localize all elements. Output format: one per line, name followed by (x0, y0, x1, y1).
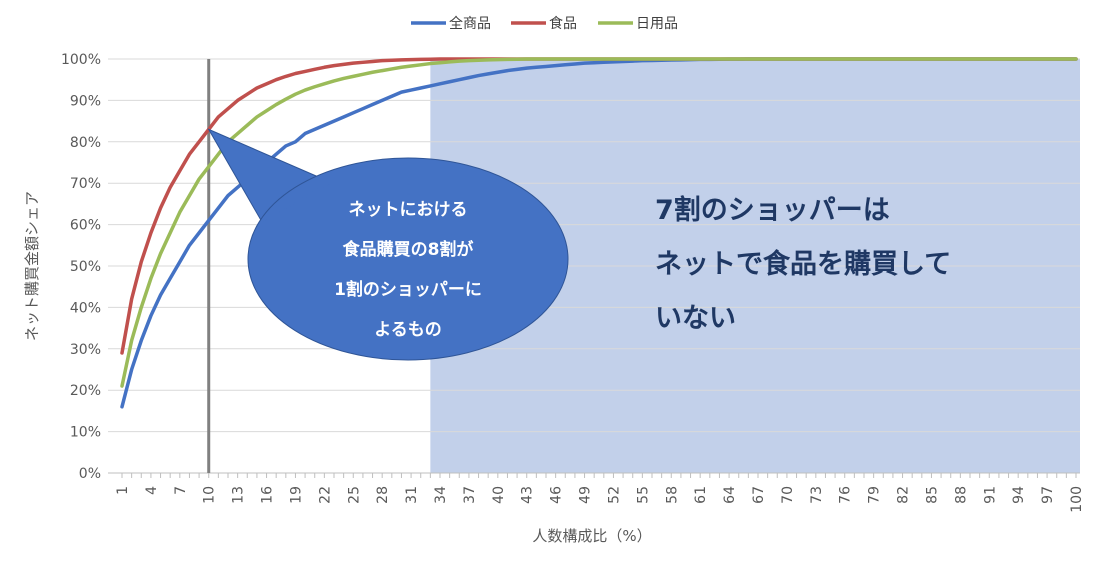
y-tick-label: 50% (70, 259, 101, 275)
y-axis-title: ネット購買金額シェア (23, 191, 41, 341)
x-tick-label: 34 (433, 486, 449, 504)
x-tick-label: 37 (462, 486, 478, 504)
callout-seam (263, 184, 330, 222)
x-tick-label: 64 (722, 486, 738, 504)
callout-text-line: よるもの (374, 320, 442, 340)
y-tick-label: 30% (70, 342, 101, 358)
x-tick-label: 70 (780, 486, 796, 504)
y-tick-label: 80% (70, 135, 101, 151)
annotation-text-line: ネットで食品を購買して (655, 248, 951, 280)
x-tick-label: 88 (953, 486, 969, 504)
x-tick-label: 1 (115, 486, 131, 495)
callout-text-line: 食品購買の8割が (343, 239, 474, 260)
x-tick-label: 22 (317, 486, 333, 504)
x-tick-label: 100 (1069, 486, 1085, 513)
y-tick-label: 90% (70, 93, 101, 109)
legend-label: 全商品 (449, 15, 491, 32)
x-tick-label: 7 (173, 486, 189, 495)
x-tick-label: 49 (578, 486, 594, 504)
y-tick-label: 10% (70, 425, 101, 441)
x-tick-label: 10 (202, 486, 218, 504)
annotation-text-line: いない (655, 303, 736, 334)
y-tick-label: 100% (61, 52, 101, 68)
x-tick-label: 91 (982, 486, 998, 504)
x-tick-label: 46 (549, 486, 565, 504)
legend-label: 食品 (549, 15, 577, 32)
legend-label: 日用品 (636, 16, 678, 32)
y-tick-label: 60% (70, 218, 101, 234)
callout-bubble (247, 157, 569, 361)
x-tick-label: 67 (751, 486, 767, 504)
y-tick-label: 20% (70, 383, 101, 399)
x-tick-label: 82 (896, 486, 912, 504)
x-tick-label: 52 (606, 486, 622, 504)
x-tick-label: 16 (260, 486, 276, 504)
x-tick-label: 76 (838, 486, 854, 504)
series-line-3 (120, 57, 1078, 388)
y-tick-label: 0% (79, 466, 101, 482)
x-tick-label: 55 (635, 486, 651, 504)
callout-text-line: ネットにおける (349, 200, 468, 220)
x-tick-label: 94 (1011, 486, 1027, 504)
x-tick-label: 13 (231, 486, 247, 504)
x-tick-label: 79 (867, 486, 883, 504)
x-tick-label: 85 (924, 486, 940, 504)
x-tick-label: 43 (520, 486, 536, 504)
y-tick-label: 40% (70, 300, 101, 316)
x-tick-label: 28 (375, 486, 391, 504)
callout-text-line: 1割のショッパーに (334, 279, 482, 300)
x-tick-label: 97 (1040, 486, 1056, 504)
y-tick-label: 70% (70, 176, 101, 192)
x-tick-label: 61 (693, 486, 709, 504)
annotation-text-line: 7割のショッパーは (655, 194, 890, 226)
x-tick-label: 58 (664, 486, 680, 504)
x-tick-label: 73 (809, 486, 825, 504)
x-tick-label: 25 (346, 486, 362, 504)
x-tick-label: 40 (491, 486, 507, 504)
x-tick-label: 31 (404, 486, 420, 504)
x-tick-label: 4 (144, 486, 160, 495)
x-axis-title: 人数構成比（%） (532, 527, 651, 545)
x-tick-label: 19 (288, 486, 304, 504)
